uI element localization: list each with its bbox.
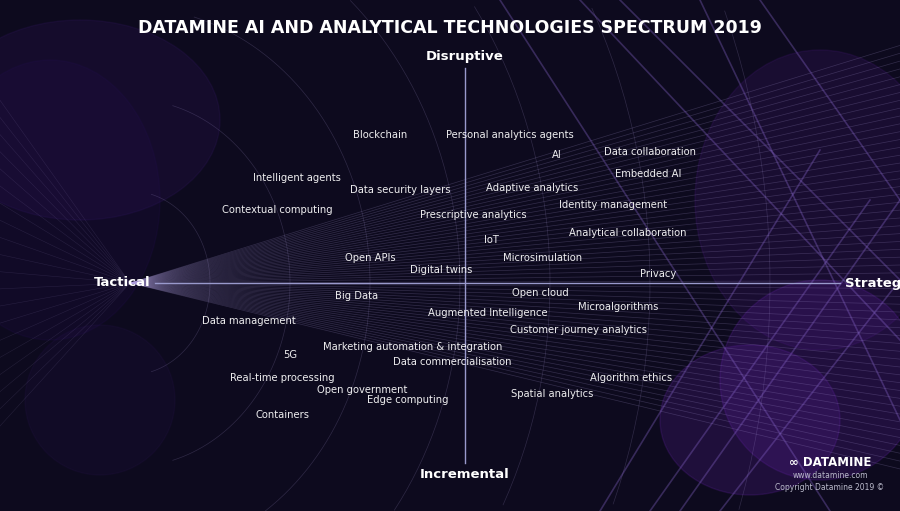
Text: Tactical: Tactical	[94, 276, 150, 290]
Text: Microsimulation: Microsimulation	[503, 253, 582, 263]
Text: Open cloud: Open cloud	[511, 288, 569, 298]
Ellipse shape	[0, 60, 160, 340]
Text: Containers: Containers	[256, 410, 310, 420]
Ellipse shape	[0, 20, 220, 220]
Text: Copyright Datamine 2019 ©: Copyright Datamine 2019 ©	[776, 482, 885, 492]
Text: Spatial analytics: Spatial analytics	[511, 389, 593, 399]
Text: Intelligent agents: Intelligent agents	[253, 173, 341, 183]
Text: Data security layers: Data security layers	[350, 185, 450, 195]
Text: Open government: Open government	[317, 385, 407, 395]
Text: AI: AI	[552, 150, 562, 160]
Text: Disruptive: Disruptive	[426, 50, 504, 63]
Text: Digital twins: Digital twins	[410, 265, 472, 275]
Text: Embedded AI: Embedded AI	[615, 169, 681, 179]
Text: Blockchain: Blockchain	[353, 130, 407, 140]
Text: DATAMINE AI AND ANALYTICAL TECHNOLOGIES SPECTRUM 2019: DATAMINE AI AND ANALYTICAL TECHNOLOGIES …	[138, 19, 762, 37]
Ellipse shape	[25, 325, 175, 475]
Ellipse shape	[660, 345, 840, 495]
Text: Customer journey analytics: Customer journey analytics	[510, 325, 647, 335]
Text: Microalgorithms: Microalgorithms	[578, 302, 658, 312]
Text: www.datamine.com: www.datamine.com	[792, 472, 868, 480]
Text: Prescriptive analytics: Prescriptive analytics	[419, 210, 526, 220]
Ellipse shape	[695, 50, 900, 350]
Text: Analytical collaboration: Analytical collaboration	[569, 228, 687, 238]
Text: Incremental: Incremental	[420, 468, 510, 481]
Text: ∞ DATAMINE: ∞ DATAMINE	[788, 455, 871, 469]
Text: Algorithm ethics: Algorithm ethics	[590, 373, 672, 383]
Text: Contextual computing: Contextual computing	[221, 205, 332, 215]
Text: Data collaboration: Data collaboration	[604, 147, 696, 157]
Text: Privacy: Privacy	[640, 269, 676, 279]
Text: Data management: Data management	[202, 316, 296, 326]
Text: IoT: IoT	[483, 235, 499, 245]
Text: 5G: 5G	[283, 350, 297, 360]
Text: Personal analytics agents: Personal analytics agents	[446, 130, 574, 140]
Text: Edge computing: Edge computing	[367, 395, 449, 405]
Text: Data commercialisation: Data commercialisation	[392, 357, 511, 367]
Text: Marketing automation & integration: Marketing automation & integration	[323, 342, 503, 352]
Text: Augmented Intelligence: Augmented Intelligence	[428, 308, 548, 318]
Text: Big Data: Big Data	[336, 291, 379, 301]
Text: Real-time processing: Real-time processing	[230, 373, 334, 383]
Text: Identity management: Identity management	[559, 200, 667, 210]
Text: Open APIs: Open APIs	[345, 253, 395, 263]
Text: Adaptive analytics: Adaptive analytics	[486, 183, 578, 193]
Text: Strategic: Strategic	[845, 276, 900, 290]
Ellipse shape	[720, 280, 900, 480]
